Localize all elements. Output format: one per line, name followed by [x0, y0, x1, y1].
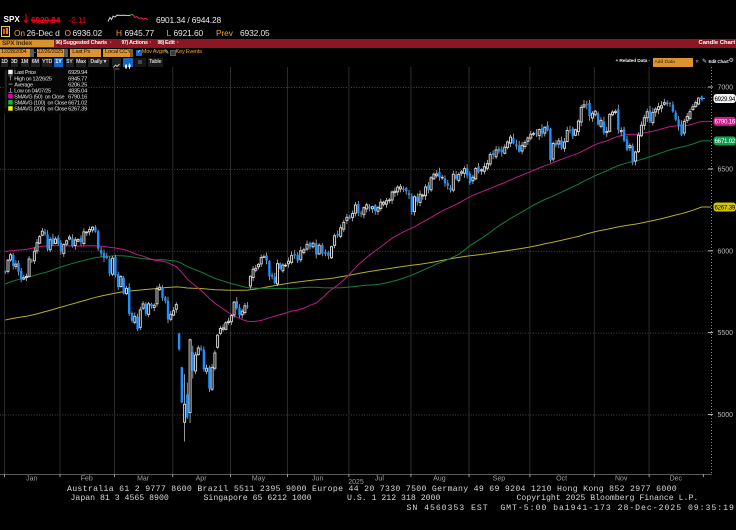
svg-text:Average: Average	[14, 82, 33, 88]
svg-text:Nov: Nov	[615, 476, 628, 483]
svg-text:6929.94: 6929.94	[68, 70, 88, 76]
svg-text:6929.94: 6929.94	[714, 96, 735, 103]
svg-text:High on 12/26/25: High on 12/26/25	[14, 76, 52, 82]
svg-text:Dec: Dec	[670, 476, 683, 483]
svg-text:7000: 7000	[718, 85, 734, 92]
svg-text:Oct: Oct	[556, 476, 567, 483]
svg-text:Mar: Mar	[137, 476, 150, 483]
svg-text:6500: 6500	[718, 167, 734, 174]
svg-text:SMAVG (100) on Close: SMAVG (100) on Close	[14, 101, 67, 107]
svg-text:6206.25: 6206.25	[68, 82, 87, 88]
svg-text:SMAVG (50) on Close: SMAVG (50) on Close	[14, 95, 64, 101]
svg-text:6671.02: 6671.02	[714, 138, 735, 145]
svg-text:Aug: Aug	[433, 476, 446, 483]
svg-text:May: May	[252, 476, 266, 483]
svg-text:Jun: Jun	[312, 476, 323, 483]
svg-text:6790.16: 6790.16	[714, 119, 735, 126]
svg-text:Jan: Jan	[26, 476, 37, 483]
svg-text:6267.39: 6267.39	[68, 107, 87, 113]
svg-text:Jul: Jul	[375, 476, 384, 483]
svg-text:SMAVG (200) on Close: SMAVG (200) on Close	[14, 107, 67, 113]
svg-text:6671.02: 6671.02	[68, 101, 87, 107]
svg-text:Low on 04/07/25: Low on 04/07/25	[14, 88, 51, 94]
svg-text:6000: 6000	[718, 248, 734, 255]
svg-text:2025: 2025	[348, 479, 364, 486]
svg-text:6790.16: 6790.16	[68, 95, 87, 101]
svg-text:4835.04: 4835.04	[68, 88, 88, 94]
svg-text:Sep: Sep	[493, 476, 506, 483]
svg-text:5500: 5500	[718, 330, 734, 337]
svg-text:Apr: Apr	[196, 476, 208, 483]
svg-text:Last Price: Last Price	[14, 70, 36, 76]
svg-text:Feb: Feb	[81, 476, 93, 483]
svg-text:5000: 5000	[718, 412, 734, 419]
svg-text:6267.39: 6267.39	[714, 204, 735, 211]
svg-text:6945.77: 6945.77	[68, 76, 87, 82]
